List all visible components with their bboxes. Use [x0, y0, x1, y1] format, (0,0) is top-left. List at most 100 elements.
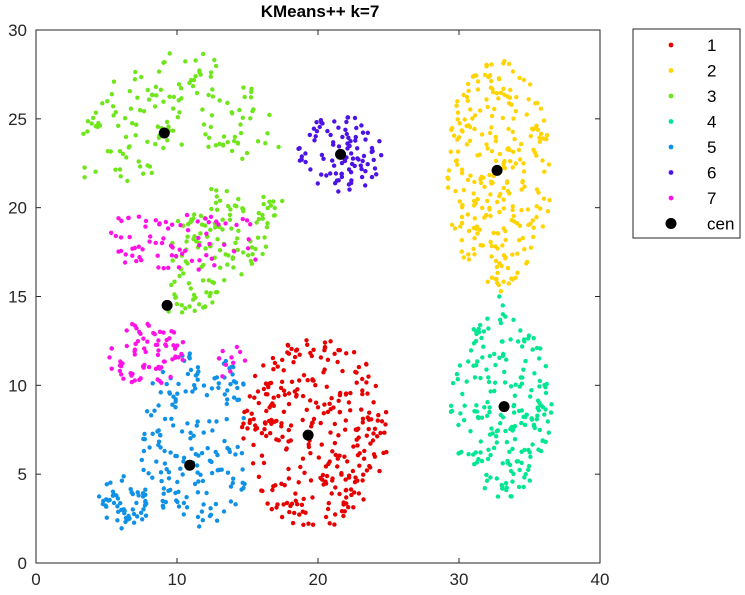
point-series-4 [487, 353, 492, 359]
point-series-1 [322, 348, 327, 353]
point-series-3 [210, 300, 215, 305]
point-series-1 [330, 449, 335, 454]
point-series-4 [529, 417, 535, 422]
point-series-7 [123, 252, 128, 257]
point-series-1 [285, 343, 291, 348]
point-series-2 [510, 277, 515, 282]
point-series-2 [465, 177, 471, 183]
point-series-7 [231, 360, 236, 365]
point-series-7 [189, 258, 195, 263]
point-series-2 [475, 79, 481, 84]
point-series-3 [208, 124, 213, 130]
point-series-2 [495, 199, 500, 205]
point-series-7 [172, 346, 178, 351]
point-series-1 [256, 400, 261, 406]
point-series-1 [344, 487, 349, 493]
point-series-5 [209, 470, 215, 476]
point-series-1 [281, 368, 286, 373]
point-series-5 [175, 391, 180, 396]
point-series-4 [522, 447, 527, 453]
point-series-2 [517, 157, 523, 162]
point-series-2 [457, 199, 462, 204]
point-series-3 [201, 122, 207, 127]
point-series-3 [167, 94, 172, 99]
point-series-5 [216, 385, 221, 390]
point-series-1 [274, 505, 279, 510]
point-series-1 [294, 347, 300, 352]
point-series-5 [162, 461, 168, 466]
point-series-1 [323, 514, 329, 520]
point-series-4 [488, 452, 493, 458]
point-series-2 [515, 270, 520, 275]
point-series-1 [308, 398, 313, 403]
point-series-1 [286, 351, 292, 356]
point-series-3 [225, 140, 230, 145]
point-series-6 [359, 174, 365, 180]
point-series-1 [267, 405, 272, 410]
point-series-7 [134, 326, 139, 331]
point-series-2 [455, 117, 460, 122]
point-series-1 [333, 512, 338, 517]
point-series-1 [351, 444, 356, 449]
point-series-5 [184, 495, 189, 500]
point-series-2 [455, 162, 460, 167]
point-series-1 [361, 497, 366, 502]
point-series-7 [124, 328, 129, 333]
point-series-3 [201, 262, 206, 268]
point-series-5 [139, 457, 144, 463]
point-series-3 [260, 251, 265, 257]
point-series-1 [256, 474, 262, 479]
point-series-2 [501, 185, 506, 191]
point-series-7 [133, 341, 138, 347]
point-series-5 [239, 451, 245, 456]
point-series-2 [466, 123, 471, 128]
point-series-5 [171, 423, 176, 428]
point-series-7 [164, 337, 169, 343]
point-series-4 [488, 389, 493, 394]
point-series-2 [531, 225, 536, 230]
point-series-1 [306, 444, 312, 450]
point-series-3 [265, 205, 270, 211]
point-series-3 [225, 100, 230, 106]
point-series-4 [543, 364, 548, 369]
point-series-1 [311, 378, 316, 383]
point-series-2 [522, 247, 527, 252]
point-series-4 [537, 427, 542, 433]
point-series-5 [197, 524, 202, 529]
point-series-6 [314, 120, 319, 125]
point-series-4 [471, 327, 476, 332]
point-series-2 [453, 188, 458, 194]
point-series-2 [521, 77, 527, 83]
point-series-1 [262, 427, 267, 432]
point-series-5 [217, 467, 222, 472]
point-series-5 [231, 379, 237, 384]
point-series-1 [286, 466, 291, 472]
point-series-5 [134, 500, 139, 506]
point-series-1 [346, 400, 352, 405]
point-series-7 [171, 330, 177, 335]
point-series-7 [204, 253, 209, 258]
point-series-2 [468, 173, 473, 178]
point-series-3 [147, 164, 153, 169]
point-series-3 [132, 77, 138, 82]
point-series-1 [297, 352, 302, 357]
point-series-2 [477, 227, 482, 232]
point-series-2 [489, 113, 495, 119]
point-series-7 [248, 222, 253, 227]
point-series-2 [502, 166, 508, 171]
legend-marker [668, 42, 674, 48]
point-series-4 [472, 375, 478, 380]
point-series-4 [543, 390, 549, 396]
point-series-5 [230, 480, 235, 486]
point-series-5 [196, 453, 201, 458]
point-series-7 [143, 349, 148, 355]
legend-marker [668, 144, 674, 150]
point-series-3 [214, 207, 220, 212]
point-series-5 [214, 518, 220, 523]
point-series-6 [307, 132, 312, 138]
point-series-6 [349, 161, 355, 167]
point-series-2 [521, 161, 526, 166]
point-series-6 [336, 189, 341, 194]
point-series-1 [338, 390, 343, 396]
